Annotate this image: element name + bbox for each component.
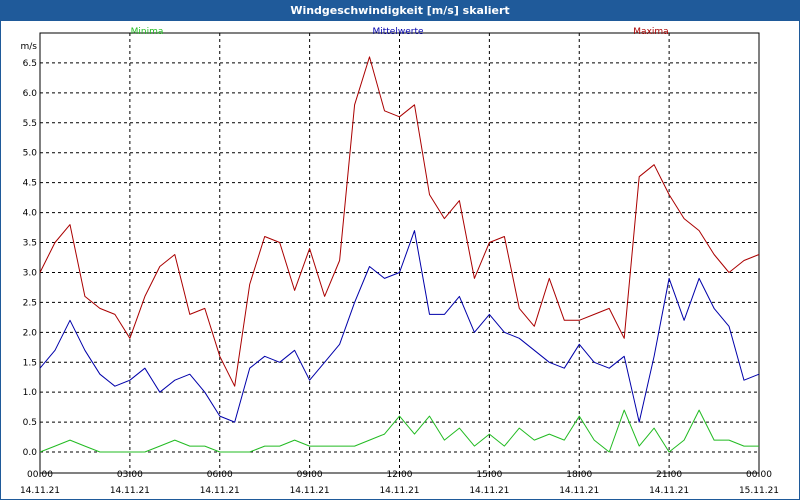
x-tick-date: 14.11.21: [20, 486, 60, 496]
y-tick-label: 0.5: [23, 418, 37, 428]
x-tick-date: 15.11.21: [739, 486, 779, 496]
x-tick-time: 06:00: [207, 470, 233, 480]
y-tick-label: 3.0: [23, 268, 38, 278]
y-tick-label: 5.5: [23, 119, 37, 129]
x-tick-time: 09:00: [297, 470, 323, 480]
y-tick-label: 6.5: [23, 59, 37, 69]
y-tick-label: 4.0: [23, 209, 38, 219]
x-tick-time: 00:00: [27, 470, 53, 480]
series-line-mittelwerte: [39, 230, 760, 423]
x-tick-date: 14.11.21: [559, 486, 599, 496]
series-line-maxima: [39, 56, 760, 387]
x-tick-date: 14.11.21: [649, 486, 689, 496]
y-tick-label: 6.0: [23, 89, 38, 99]
window-title: Windgeschwindigkeit [m/s] skaliert: [1, 1, 799, 21]
x-tick-time: 12:00: [387, 470, 413, 480]
x-tick-date: 14.11.21: [469, 486, 509, 496]
x-tick-time: 00:00: [746, 470, 772, 480]
y-tick-label: 4.5: [23, 179, 37, 189]
wind-speed-chart: 0.0 0.5 1.0 1.5 2.0 2.5 3.0 3.5 4.0 4.5 5.0 5.5 6.0 6…: [20, 27, 779, 496]
x-tick-time: 18:00: [566, 470, 592, 480]
x-tick-date: 14.11.21: [290, 486, 330, 496]
legend-maxima: Maxima: [633, 27, 668, 37]
legend-minima: Minima: [131, 27, 164, 37]
x-tick-date: 14.11.21: [379, 486, 419, 496]
y-tick-label: 1.5: [23, 358, 37, 368]
series-lines: [39, 56, 760, 453]
x-tick-date: 14.11.21: [110, 486, 150, 496]
axes: 0.0 0.5 1.0 1.5 2.0 2.5 3.0 3.5 4.0 4.5 5.0 5.5 6.0 6…: [20, 42, 779, 496]
y-tick-label: 2.5: [23, 298, 37, 308]
x-tick-time: 03:00: [117, 470, 143, 480]
y-tick-label: 0.0: [23, 448, 38, 458]
y-tick-label: 3.5: [23, 239, 37, 249]
y-axis-unit-label: m/s: [21, 42, 38, 52]
grid: [39, 32, 760, 474]
x-tick-time: 15:00: [476, 470, 502, 480]
y-tick-label: 5.0: [23, 149, 38, 159]
x-tick-time: 21:00: [656, 470, 682, 480]
legend: Minima Mittelwerte Maxima: [131, 27, 669, 37]
y-tick-label: 1.0: [23, 388, 38, 398]
x-tick-date: 14.11.21: [200, 486, 240, 496]
series-line-minima: [39, 409, 759, 453]
y-tick-label: 2.0: [23, 328, 38, 338]
legend-mittelwerte: Mittelwerte: [372, 27, 423, 37]
